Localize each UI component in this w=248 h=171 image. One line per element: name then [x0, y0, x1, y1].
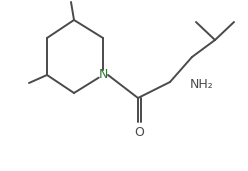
Text: O: O [134, 126, 144, 139]
Text: NH₂: NH₂ [190, 77, 214, 90]
Text: N: N [98, 69, 108, 82]
